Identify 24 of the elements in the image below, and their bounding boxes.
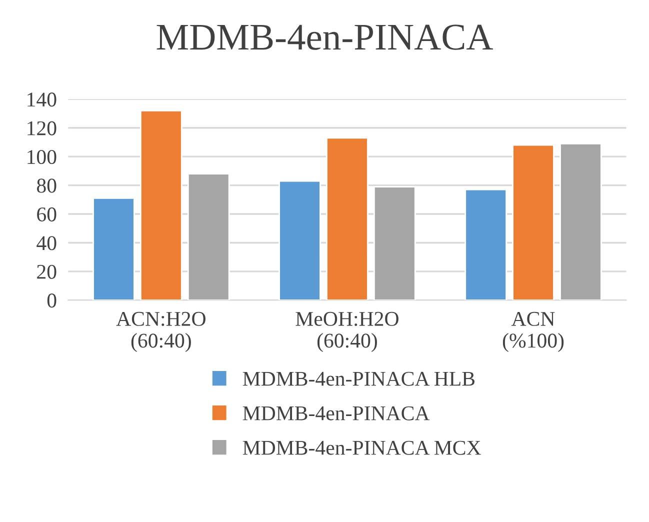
y-tick-label: 100 bbox=[28, 150, 56, 164]
bar bbox=[464, 188, 507, 300]
bar bbox=[512, 144, 554, 300]
x-tick-label: ACN:H2O (60:40) bbox=[116, 312, 206, 352]
x-tick-label: MeOH:H2O (60:40) bbox=[296, 312, 398, 352]
y-tick-label: 40 bbox=[36, 236, 56, 250]
legend-label: MDMB-4en-PINACA HLB bbox=[242, 372, 474, 386]
y-tick-label: 20 bbox=[37, 264, 56, 279]
chart-title: MDMB-4en-PINACA bbox=[156, 24, 493, 50]
bar bbox=[92, 198, 135, 300]
y-tick-label: 140 bbox=[28, 92, 56, 107]
legend-label: MDMB-4en-PINACA MCX bbox=[242, 440, 481, 455]
bar bbox=[140, 110, 182, 300]
bar bbox=[187, 173, 230, 300]
legend-label: MDMB-4en-PINACA bbox=[242, 406, 430, 420]
bar bbox=[373, 186, 416, 300]
y-tick-label: 0 bbox=[47, 294, 56, 308]
y-tick-label: 120 bbox=[28, 121, 56, 136]
bar bbox=[560, 142, 602, 300]
x-tick-label: ACN (%100) bbox=[502, 312, 564, 352]
y-tick-label: 80 bbox=[36, 178, 56, 193]
bar bbox=[278, 180, 321, 300]
y-tick-label: 60 bbox=[37, 207, 56, 222]
bar bbox=[326, 137, 368, 300]
